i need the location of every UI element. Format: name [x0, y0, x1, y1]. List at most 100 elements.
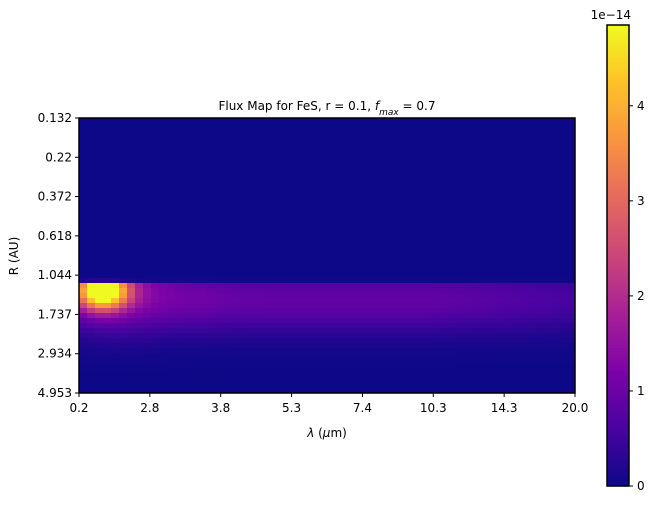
heatmap-cell: [439, 128, 448, 134]
colorbar-segment: [607, 129, 629, 134]
heatmap-cell: [391, 348, 400, 354]
heatmap-cell: [359, 123, 368, 129]
heatmap-cell: [223, 358, 232, 364]
heatmap-cell: [351, 198, 360, 204]
heatmap-cell: [223, 213, 232, 219]
heatmap-cell: [543, 353, 552, 359]
heatmap-cell: [471, 193, 480, 199]
heatmap-cell: [383, 358, 392, 364]
x-axis-label: λ (μm): [306, 426, 347, 440]
heatmap-cell: [191, 283, 200, 289]
heatmap-cell: [287, 218, 296, 224]
heatmap-cell: [215, 223, 224, 229]
heatmap-cell: [135, 353, 144, 359]
heatmap-cell: [375, 173, 384, 179]
heatmap-cell: [383, 153, 392, 159]
heatmap-cell: [167, 228, 176, 234]
heatmap-cell: [559, 123, 568, 129]
heatmap-cell: [567, 328, 575, 334]
colorbar-segment: [607, 43, 629, 48]
colorbar-segment: [607, 197, 629, 201]
heatmap-cell: [487, 128, 496, 134]
heatmap-cell: [271, 193, 280, 199]
heatmap-cell: [191, 273, 200, 279]
heatmap-cell: [551, 263, 560, 269]
heatmap-cell: [239, 258, 248, 264]
heatmap-cell: [175, 208, 184, 214]
heatmap-cell: [375, 328, 384, 334]
heatmap-cell: [567, 128, 575, 134]
heatmap-cell: [287, 333, 296, 339]
heatmap-cell: [239, 263, 248, 269]
heatmap-cell: [327, 203, 336, 209]
heatmap-cell: [199, 263, 208, 269]
heatmap-cell: [519, 313, 528, 319]
heatmap-cell: [215, 363, 224, 369]
heatmap-cell: [551, 328, 560, 334]
heatmap-cell: [247, 133, 256, 139]
heatmap-cell: [143, 143, 152, 149]
heatmap-cell: [175, 303, 184, 309]
heatmap-cell: [399, 213, 408, 219]
heatmap-cell: [135, 288, 144, 294]
heatmap-cell: [527, 318, 536, 324]
heatmap-cell: [111, 338, 120, 344]
heatmap-cell: [407, 183, 416, 189]
heatmap-cell: [423, 208, 432, 214]
heatmap-cell: [79, 188, 88, 194]
heatmap-cell: [391, 198, 400, 204]
heatmap-cell: [103, 303, 112, 309]
heatmap-cell: [455, 293, 464, 299]
heatmap-cell: [215, 318, 224, 324]
heatmap-cell: [559, 158, 568, 164]
heatmap-cell: [407, 388, 416, 393]
heatmap-cell: [143, 163, 152, 169]
heatmap-cell: [471, 178, 480, 184]
heatmap-cell: [175, 323, 184, 329]
heatmap-cell: [383, 233, 392, 239]
heatmap-cell: [287, 328, 296, 334]
heatmap-cell: [567, 148, 575, 154]
heatmap-cell: [311, 183, 320, 189]
heatmap-cell: [463, 198, 472, 204]
heatmap-cell: [247, 128, 256, 134]
heatmap-cell: [551, 338, 560, 344]
heatmap-cell: [311, 348, 320, 354]
heatmap-cell: [247, 383, 256, 389]
heatmap-cell: [487, 153, 496, 159]
heatmap-cell: [447, 363, 456, 369]
heatmap-cell: [183, 368, 192, 374]
heatmap-cell: [215, 313, 224, 319]
colorbar-segment: [607, 89, 629, 94]
colorbar-segment: [607, 98, 629, 103]
heatmap-cell: [247, 308, 256, 314]
heatmap-cell: [335, 228, 344, 234]
heatmap-cell: [223, 258, 232, 264]
heatmap-cell: [111, 308, 120, 314]
heatmap-cell: [463, 238, 472, 244]
heatmap-cell: [215, 163, 224, 169]
heatmap-cell: [351, 168, 360, 174]
heatmap-cell: [79, 143, 88, 149]
heatmap-cell: [207, 343, 216, 349]
heatmap-cell: [359, 238, 368, 244]
heatmap-cell: [359, 173, 368, 179]
heatmap-cell: [295, 203, 304, 209]
heatmap-cell: [455, 303, 464, 309]
heatmap-cell: [535, 373, 544, 379]
heatmap-cell: [463, 208, 472, 214]
heatmap-cell: [447, 273, 456, 279]
heatmap-cell: [367, 283, 376, 289]
heatmap-cell: [167, 308, 176, 314]
heatmap-cell: [463, 213, 472, 219]
heatmap-cell: [279, 318, 288, 324]
heatmap-cell: [391, 258, 400, 264]
heatmap-cell: [159, 228, 168, 234]
heatmap-cell: [311, 213, 320, 219]
heatmap-cell: [511, 218, 520, 224]
heatmap-cell: [79, 368, 88, 374]
heatmap-cell: [359, 278, 368, 284]
heatmap-cell: [359, 223, 368, 229]
heatmap-cell: [423, 213, 432, 219]
heatmap-cell: [319, 343, 328, 349]
